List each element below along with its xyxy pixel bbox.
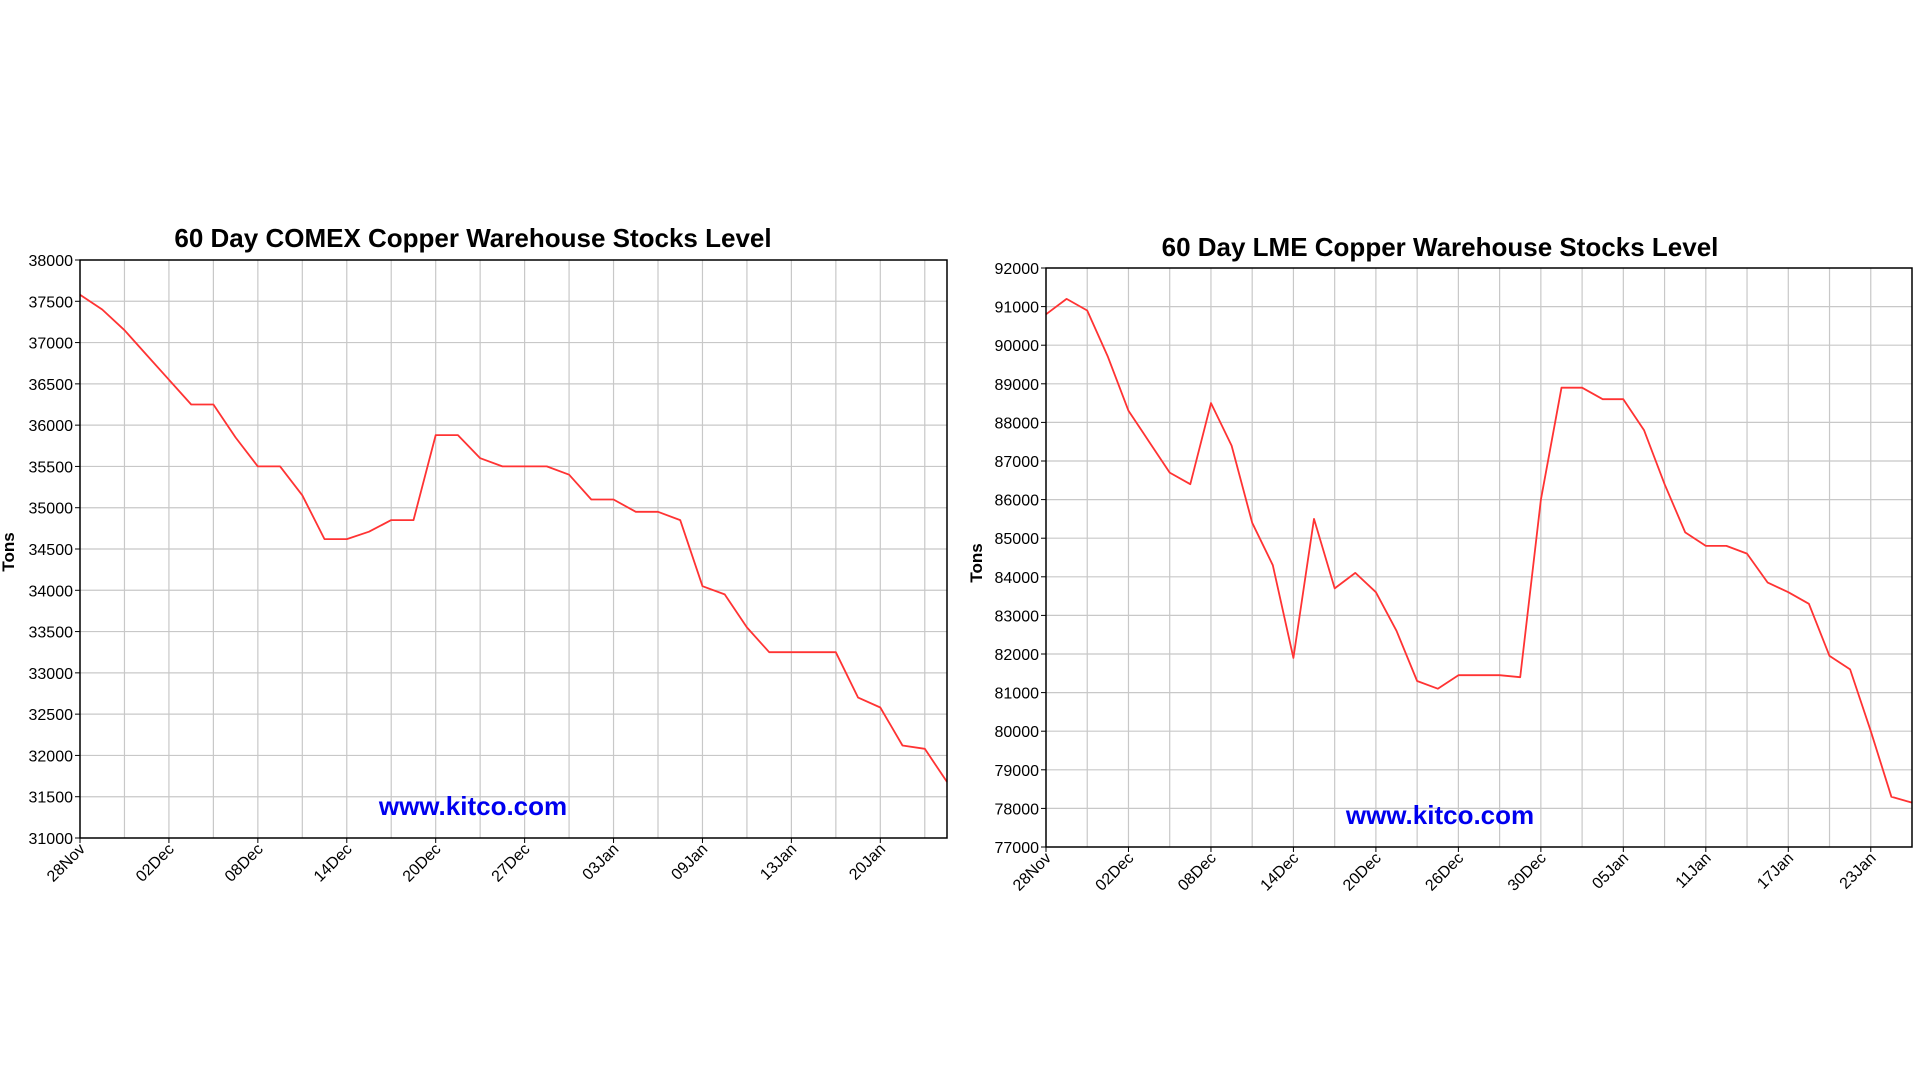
comex-y-tick-label: 34000 [29,583,74,600]
lme-y-tick-label: 82000 [995,647,1040,664]
comex-chart-title: 60 Day COMEX Copper Warehouse Stocks Lev… [174,223,771,253]
comex-y-tick-label: 33000 [29,666,74,683]
lme-chart-title: 60 Day LME Copper Warehouse Stocks Level [1162,232,1719,262]
comex-watermark[interactable]: www.kitco.com [378,791,567,821]
lme-y-tick-label: 92000 [995,261,1040,278]
lme-y-tick-label: 86000 [995,493,1040,510]
comex-plot-frame [79,259,948,839]
lme-series [1045,297,1913,804]
comex-y-tick-label: 31000 [29,831,74,848]
lme-y-ticks: 77000 78000 79000 80000 81000 82000 83000 84000… [995,261,1046,857]
comex-series-line [79,293,948,783]
lme-y-tick-label: 81000 [995,686,1040,703]
comex-y-tick-label: 35000 [29,501,74,518]
lme-y-tick-label: 91000 [995,300,1040,317]
lme-y-tick-label: 89000 [995,377,1040,394]
lme-y-tick-label: 83000 [995,608,1040,625]
lme-y-tick-label: 78000 [995,801,1040,818]
lme-y-tick-label: 87000 [995,454,1040,471]
lme-watermark[interactable]: www.kitco.com [1345,800,1534,830]
comex-y-tick-label: 34500 [29,542,74,559]
comex-y-tick-label: 32000 [29,748,74,765]
lme-series-line [1045,297,1913,804]
lme-y-tick-label: 84000 [995,570,1040,587]
lme-y-axis-label: Tons [967,543,986,582]
comex-y-tick-label: 36500 [29,377,74,394]
comex-grid [80,260,947,838]
comex-y-tick-label: 33500 [29,625,74,642]
comex-y-tick-label: 37500 [29,294,74,311]
lme-y-tick-label: 80000 [995,724,1040,741]
comex-y-tick-label: 31500 [29,790,74,807]
comex-y-axis-label: Tons [0,532,18,571]
comex-y-tick-label: 35500 [29,459,74,476]
comex-y-tick-label: 38000 [29,253,74,270]
comex-y-ticks: 31000 31500 32000 32500 33000 33500 34000 34500… [29,253,80,848]
comex-y-tick-label: 37000 [29,336,74,353]
comex-y-tick-label: 32500 [29,707,74,724]
comex-series [79,293,948,783]
lme-y-tick-label: 88000 [995,415,1040,432]
lme-grid [1046,268,1912,847]
lme-plot-frame [1045,267,1913,848]
comex-y-tick-label: 36000 [29,418,74,435]
lme-y-tick-label: 79000 [995,763,1040,780]
lme-y-tick-label: 77000 [995,840,1040,857]
lme-y-tick-label: 90000 [995,338,1040,355]
lme-y-tick-label: 85000 [995,531,1040,548]
